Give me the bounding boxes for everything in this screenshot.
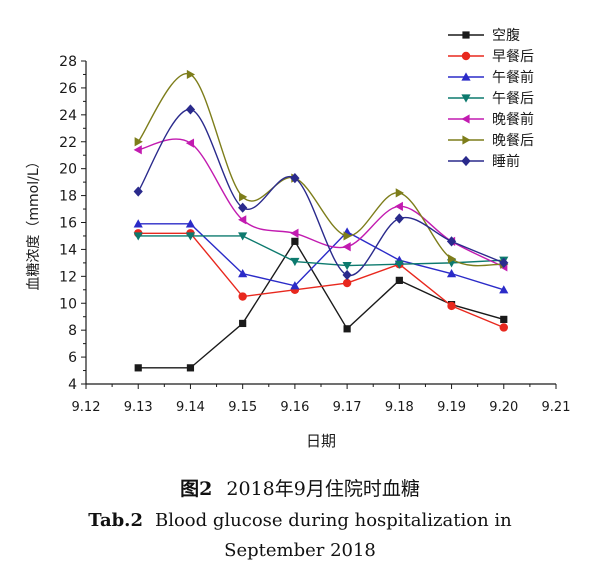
legend-label-1: 早餐后 bbox=[492, 49, 534, 65]
y-tick-label: 6 bbox=[68, 350, 77, 366]
data-point-series-6 bbox=[133, 186, 143, 197]
line-chart: 9.12 9.13 9.14 9.15 9.16 9.17 9.18 9.19 9.20 9.21… bbox=[26, 27, 571, 450]
data-point-series-2 bbox=[499, 285, 509, 294]
data-point-series-2 bbox=[290, 281, 300, 290]
data-point-series-4 bbox=[133, 145, 142, 155]
caption-chinese-text: 2018年9月住院时血糖 bbox=[226, 478, 420, 500]
x-tick-label: 9.16 bbox=[280, 400, 309, 415]
legend-marker-1 bbox=[461, 51, 471, 61]
x-axis-label: 日期 bbox=[306, 432, 336, 450]
y-tick-label: 18 bbox=[59, 189, 77, 205]
caption-english-label: Tab.2 bbox=[88, 510, 143, 531]
x-tick-label: 9.19 bbox=[437, 400, 466, 415]
x-tick-label: 9.20 bbox=[489, 400, 518, 415]
data-point-series-5 bbox=[186, 69, 196, 80]
caption-chinese: 图2 2018年9月住院时血糖 bbox=[0, 474, 600, 501]
y-tick-label: 10 bbox=[59, 296, 77, 312]
data-point-series-5 bbox=[134, 137, 143, 147]
data-point-series-6 bbox=[446, 236, 457, 247]
data-point-series-2 bbox=[185, 219, 196, 228]
data-point-series-4 bbox=[342, 242, 351, 252]
series-line-2 bbox=[138, 223, 504, 291]
legend-marker-6 bbox=[461, 155, 471, 167]
legend-marker-0 bbox=[462, 31, 470, 39]
data-point-series-0 bbox=[343, 325, 351, 333]
data-point-series-4 bbox=[394, 201, 403, 211]
y-tick-label: 28 bbox=[59, 54, 77, 70]
caption-english-text-2: September 2018 bbox=[224, 540, 376, 561]
legend-marker-2 bbox=[461, 72, 471, 81]
data-point-series-5 bbox=[395, 188, 404, 198]
data-point-series-6 bbox=[290, 172, 300, 184]
data-point-series-6 bbox=[394, 213, 404, 224]
data-point-series-4 bbox=[290, 228, 299, 238]
y-tick-label: 24 bbox=[59, 108, 77, 124]
legend-marker-3 bbox=[461, 94, 471, 103]
caption-english-line-2: September 2018 bbox=[0, 540, 600, 561]
data-point-series-0 bbox=[239, 319, 247, 328]
data-point-series-3 bbox=[394, 260, 404, 269]
data-point-series-1 bbox=[499, 323, 508, 332]
data-point-series-4 bbox=[238, 215, 247, 225]
x-tick-label: 9.12 bbox=[72, 400, 101, 415]
data-point-series-6 bbox=[499, 257, 509, 268]
y-tick-label: 16 bbox=[59, 216, 77, 232]
legend-marker-4 bbox=[461, 114, 470, 124]
data-point-series-3 bbox=[290, 257, 300, 267]
data-point-series-5 bbox=[239, 192, 248, 202]
x-tick-label: 9.15 bbox=[228, 400, 257, 415]
data-point-series-1 bbox=[238, 292, 247, 301]
legend-marker-5 bbox=[462, 135, 471, 145]
data-point-series-5 bbox=[343, 231, 352, 241]
x-tick-label: 9.14 bbox=[176, 400, 205, 415]
y-tick-label: 20 bbox=[59, 162, 77, 178]
caption-english-text-1: Blood glucose during hospitalization in bbox=[154, 510, 512, 531]
caption-english-line-1: Tab.2 Blood glucose during hospitalizatio… bbox=[0, 510, 600, 531]
data-point-series-1 bbox=[447, 301, 456, 311]
data-point-series-6 bbox=[342, 269, 352, 281]
data-point-series-2 bbox=[133, 219, 143, 228]
data-point-series-3 bbox=[185, 232, 196, 241]
data-point-series-0 bbox=[500, 315, 508, 323]
x-tick-label: 9.17 bbox=[333, 400, 362, 415]
legend-label-4: 晚餐前 bbox=[492, 111, 534, 128]
series-line-6 bbox=[137, 108, 505, 276]
series-line-3 bbox=[138, 235, 504, 267]
y-tick-label: 12 bbox=[59, 269, 77, 285]
series-line-0 bbox=[138, 240, 504, 369]
y-tick-label: 14 bbox=[59, 242, 77, 258]
data-point-series-5 bbox=[447, 254, 457, 264]
series-line-1 bbox=[138, 232, 505, 329]
legend-label-2: 午餐前 bbox=[492, 69, 534, 86]
y-tick-label: 26 bbox=[59, 81, 77, 97]
data-point-series-0 bbox=[291, 237, 299, 245]
data-point-series-3 bbox=[342, 261, 352, 271]
y-tick-label: 4 bbox=[68, 377, 77, 393]
data-point-series-0 bbox=[134, 364, 142, 372]
x-tick-label: 9.13 bbox=[124, 400, 153, 415]
data-point-series-6 bbox=[238, 202, 248, 213]
y-tick-label: 8 bbox=[68, 323, 77, 339]
data-point-series-0 bbox=[395, 276, 403, 284]
data-point-series-3 bbox=[133, 232, 143, 241]
caption-chinese-label: 图2 bbox=[180, 478, 213, 500]
data-point-series-0 bbox=[186, 364, 195, 372]
legend-label-3: 午餐后 bbox=[492, 91, 534, 107]
y-tick-label: 22 bbox=[59, 135, 77, 151]
data-point-series-1 bbox=[342, 278, 352, 288]
x-tick-label: 9.18 bbox=[385, 400, 414, 415]
data-point-series-4 bbox=[185, 138, 195, 148]
legend-label-0: 空腹 bbox=[492, 27, 520, 44]
data-point-series-2 bbox=[238, 269, 248, 278]
data-point-series-2 bbox=[446, 269, 457, 278]
data-point-series-6 bbox=[185, 104, 196, 115]
x-tick-label: 9.21 bbox=[542, 400, 571, 415]
series-line-4 bbox=[138, 138, 505, 268]
data-point-series-3 bbox=[238, 232, 248, 241]
legend-label-5: 晚餐后 bbox=[492, 133, 534, 149]
y-axis-label: 血糖浓度（mmol/L） bbox=[26, 154, 42, 290]
legend-label-6: 睡前 bbox=[492, 153, 520, 170]
